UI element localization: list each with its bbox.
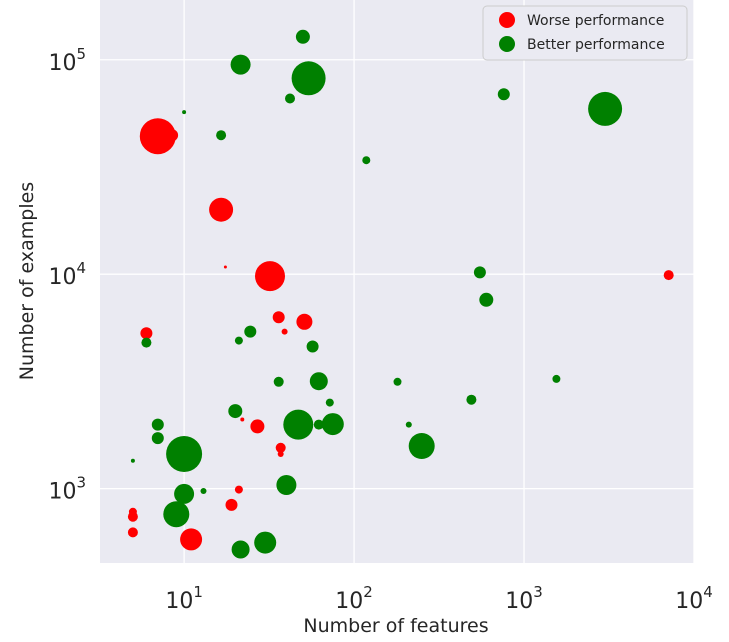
point-better <box>497 88 510 101</box>
legend-marker-better <box>499 36 515 52</box>
point-better <box>273 376 284 387</box>
point-worse <box>275 442 286 453</box>
point-better <box>230 54 251 75</box>
legend-marker-worse <box>499 12 515 28</box>
point-better <box>276 475 297 495</box>
point-better <box>588 91 623 126</box>
point-worse <box>255 261 285 292</box>
point-worse <box>180 528 203 551</box>
point-worse <box>225 498 238 511</box>
point-better <box>325 398 334 407</box>
point-better <box>166 436 203 472</box>
point-worse <box>223 265 227 269</box>
point-better <box>244 325 257 338</box>
point-better <box>306 340 319 353</box>
legend-label-worse: Worse performance <box>527 13 664 29</box>
point-better <box>405 421 412 428</box>
y-axis-label: Number of examples <box>16 182 38 380</box>
point-better <box>479 292 494 307</box>
point-better <box>182 110 187 115</box>
point-worse <box>281 328 288 335</box>
y-tick-label: 105 <box>48 45 86 76</box>
point-worse <box>209 197 234 222</box>
point-better <box>321 413 344 436</box>
grid <box>100 0 695 563</box>
point-better <box>151 418 164 431</box>
point-worse <box>663 270 674 281</box>
point-better <box>216 130 227 141</box>
point-better <box>228 404 243 419</box>
point-better <box>151 432 164 445</box>
x-tick-label: 101 <box>165 583 203 614</box>
point-better <box>552 374 561 383</box>
legend: Worse performance Better performance <box>482 5 688 61</box>
point-better <box>362 156 371 165</box>
point-better <box>163 501 190 528</box>
point-better <box>141 337 152 348</box>
x-tick-label: 103 <box>505 583 543 614</box>
point-worse <box>272 311 285 324</box>
point-worse <box>234 485 243 494</box>
point-worse <box>140 327 153 340</box>
legend-label-better: Better performance <box>527 37 665 53</box>
y-tick-label: 104 <box>48 259 86 290</box>
legend-box <box>482 5 688 61</box>
point-better <box>393 377 402 386</box>
point-better <box>313 419 324 430</box>
point-better <box>309 372 328 391</box>
point-better <box>291 61 326 96</box>
point-better <box>295 29 310 44</box>
point-better <box>283 409 314 440</box>
point-better <box>285 93 295 104</box>
point-better <box>200 488 207 494</box>
y-tick-label: 103 <box>48 474 86 505</box>
x-tick-label: 102 <box>335 583 373 614</box>
point-worse <box>127 527 138 538</box>
point-worse <box>240 417 245 422</box>
point-better <box>466 394 477 405</box>
point-better <box>408 433 435 459</box>
data-points <box>127 29 674 559</box>
point-better <box>174 483 195 504</box>
point-worse <box>277 451 284 457</box>
point-better <box>231 540 250 559</box>
point-worse <box>127 511 138 522</box>
x-tick-label: 104 <box>675 583 713 614</box>
point-better <box>473 266 486 279</box>
point-worse <box>166 129 179 142</box>
x-axis-ticks: 101 102 103 104 <box>165 583 712 614</box>
point-worse <box>250 419 265 434</box>
plot-background <box>100 0 694 563</box>
point-better <box>254 531 277 554</box>
point-better <box>130 458 135 463</box>
point-better <box>234 336 243 345</box>
x-axis-label: Number of features <box>303 615 488 637</box>
point-worse <box>296 313 313 330</box>
y-axis-ticks: 103 104 105 <box>48 45 86 505</box>
point-worse <box>139 118 176 155</box>
